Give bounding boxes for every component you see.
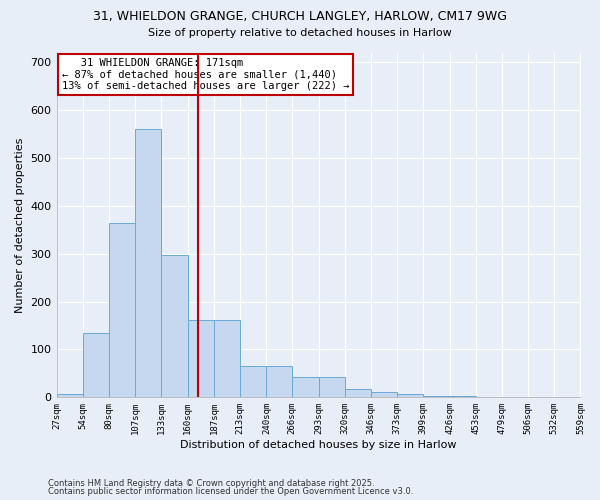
X-axis label: Distribution of detached houses by size in Harlow: Distribution of detached houses by size …: [180, 440, 457, 450]
Bar: [83, 332, 109, 398]
Bar: [292, 377, 319, 398]
Bar: [161, 255, 188, 398]
Y-axis label: Number of detached properties: Number of detached properties: [15, 137, 25, 312]
Bar: [371, 392, 397, 398]
Bar: [109, 222, 136, 398]
Bar: [397, 394, 423, 398]
Bar: [240, 366, 266, 398]
Bar: [449, 396, 476, 398]
Bar: [266, 366, 292, 398]
Bar: [136, 129, 161, 398]
Text: Size of property relative to detached houses in Harlow: Size of property relative to detached ho…: [148, 28, 452, 38]
Text: Contains HM Land Registry data © Crown copyright and database right 2025.: Contains HM Land Registry data © Crown c…: [48, 478, 374, 488]
Bar: [345, 388, 371, 398]
Bar: [214, 320, 240, 398]
Text: 31, WHIELDON GRANGE, CHURCH LANGLEY, HARLOW, CM17 9WG: 31, WHIELDON GRANGE, CHURCH LANGLEY, HAR…: [93, 10, 507, 23]
Bar: [56, 394, 83, 398]
Text: Contains public sector information licensed under the Open Government Licence v3: Contains public sector information licen…: [48, 487, 413, 496]
Bar: [423, 396, 449, 398]
Bar: [188, 320, 214, 398]
Text: 31 WHIELDON GRANGE: 171sqm
← 87% of detached houses are smaller (1,440)
13% of s: 31 WHIELDON GRANGE: 171sqm ← 87% of deta…: [62, 58, 349, 91]
Bar: [319, 377, 345, 398]
